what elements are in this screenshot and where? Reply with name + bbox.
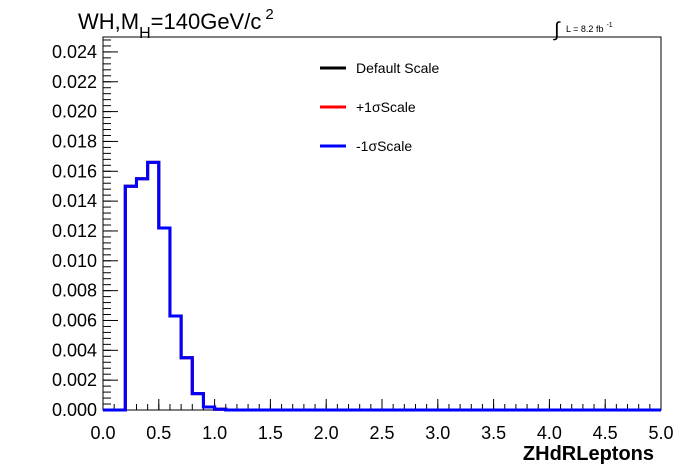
y-tick-label: 0.002	[52, 370, 97, 390]
series-line-1	[103, 160, 661, 412]
y-tick-label: 0.016	[52, 161, 97, 181]
series-line-3	[103, 160, 661, 412]
x-tick-label: 4.5	[593, 423, 618, 443]
y-tick-label: 0.018	[52, 131, 97, 151]
y-tick-label: 0.022	[52, 72, 97, 92]
x-tick-label: 0.0	[90, 423, 115, 443]
x-tick-label: 0.5	[146, 423, 171, 443]
x-tick-label: 3.5	[481, 423, 506, 443]
title-rest: =140GeV/c	[151, 9, 262, 34]
luminosity-superscript: -1	[606, 22, 612, 29]
y-tick-label: 0.000	[52, 400, 97, 420]
y-tick-label: 0.008	[52, 281, 97, 301]
plot-frame	[102, 36, 662, 411]
series-line-2	[103, 160, 661, 412]
x-tick-label: 4.0	[537, 423, 562, 443]
series-layer	[103, 160, 661, 412]
integral-sign: ∫	[553, 19, 561, 41]
luminosity-text: L = 8.2 fb -1	[566, 22, 613, 34]
title-subscript: H	[139, 25, 151, 42]
x-tick-label: 2.5	[369, 423, 394, 443]
y-tick-label: 0.014	[52, 191, 97, 211]
y-tick-label: 0.012	[52, 221, 97, 241]
title-main: WH,M	[78, 9, 139, 34]
y-axis: 0.000 0.002 0.004 0.006 0.008 0.010 0.012 0.014…	[52, 39, 118, 420]
y-tick-label: 0.006	[52, 310, 97, 330]
x-tick-label: 1.5	[258, 423, 283, 443]
y-tick-label: 0.010	[52, 251, 97, 271]
x-tick-label: 1.0	[202, 423, 227, 443]
chart-title: WH,MH=140GeV/c 2	[78, 6, 274, 42]
y-tick-label: 0.024	[52, 42, 97, 62]
x-tick-label: 5.0	[648, 423, 673, 443]
y-tick-label: 0.004	[52, 340, 97, 360]
y-tick-label: 0.020	[52, 102, 97, 122]
x-axis-label: ZHdRLeptons	[523, 443, 654, 465]
title-superscript: 2	[265, 6, 273, 23]
x-tick-label: 3.0	[425, 423, 450, 443]
legend-label-1: Default Scale	[356, 60, 439, 76]
legend-label-2: +1σScale	[356, 99, 416, 115]
legend-label-3: -1σScale	[356, 138, 412, 154]
legend: Default Scale +1σScale -1σScale	[320, 60, 439, 154]
x-axis: 0.0 0.5 1.0 1.5 2.0 2.5 3.0 3.5 4.0 4.5 5.0	[90, 399, 674, 443]
luminosity-value: L = 8.2 fb	[566, 24, 603, 34]
luminosity-annotation: ∫ L = 8.2 fb -1	[553, 19, 613, 41]
x-tick-label: 2.0	[314, 423, 339, 443]
